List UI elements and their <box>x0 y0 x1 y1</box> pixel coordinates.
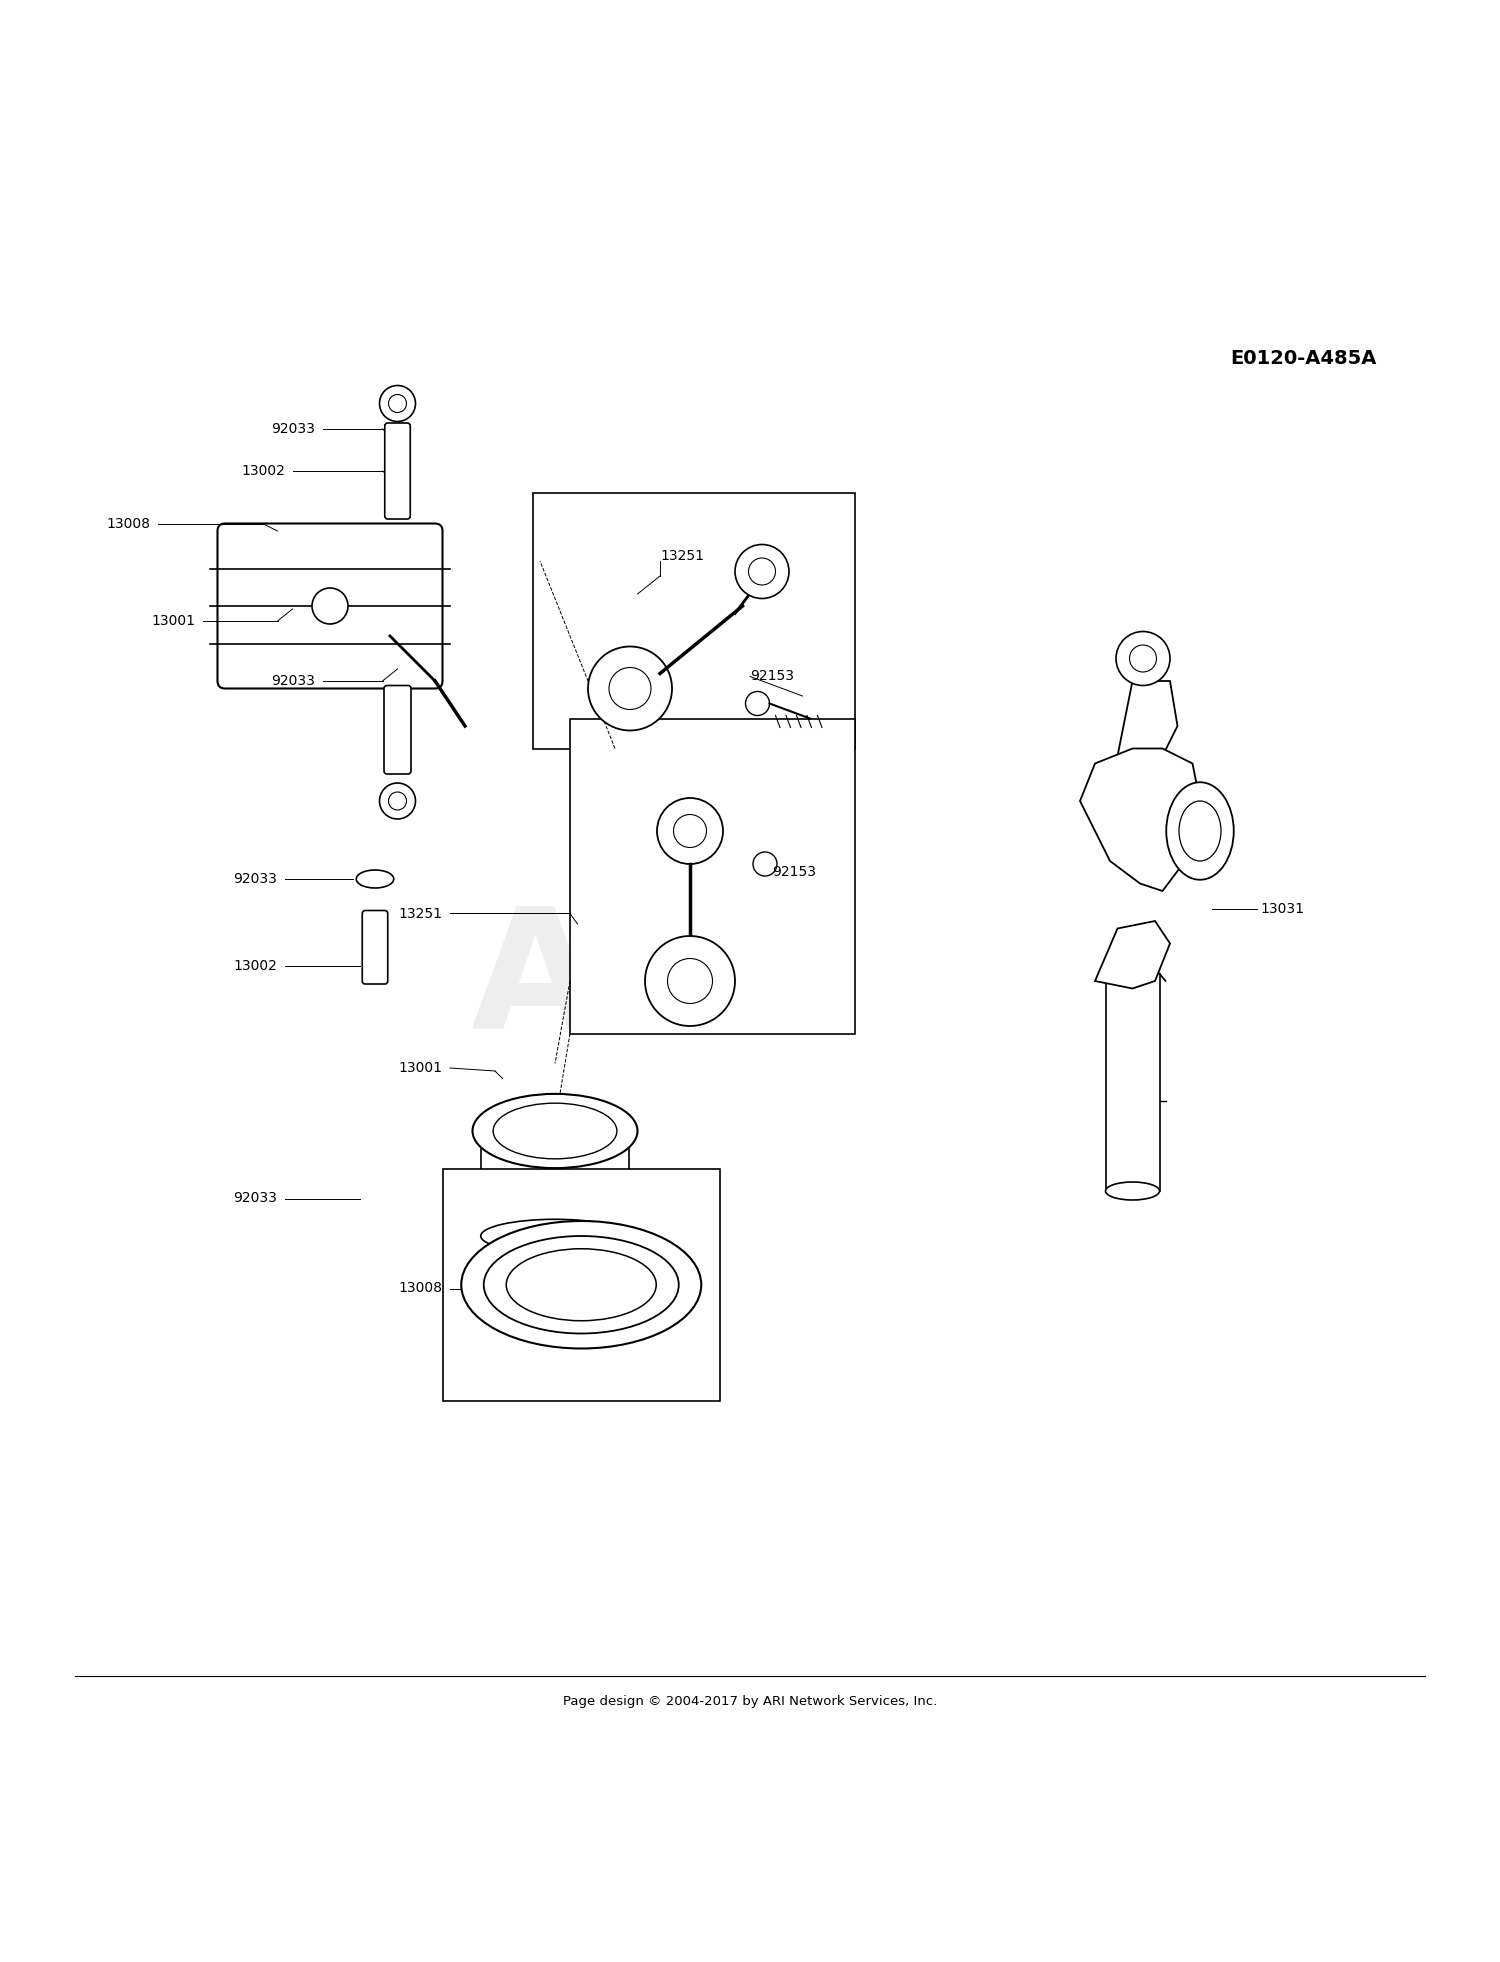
Text: 92033: 92033 <box>234 1191 278 1205</box>
Ellipse shape <box>357 869 393 889</box>
Circle shape <box>674 814 706 848</box>
Text: 13008: 13008 <box>106 516 150 530</box>
FancyBboxPatch shape <box>363 910 387 985</box>
Circle shape <box>668 959 712 1003</box>
Text: 13001: 13001 <box>152 614 195 628</box>
Text: 13031: 13031 <box>1260 903 1304 916</box>
Ellipse shape <box>472 1095 638 1167</box>
Text: 13002: 13002 <box>242 463 285 479</box>
Bar <box>442 1169 720 1401</box>
Circle shape <box>1116 632 1170 685</box>
Ellipse shape <box>1179 800 1221 861</box>
Ellipse shape <box>1106 1181 1160 1201</box>
Text: 13002: 13002 <box>234 959 278 973</box>
Polygon shape <box>1095 920 1170 989</box>
Circle shape <box>588 647 672 730</box>
Text: E0120-A485A: E0120-A485A <box>1230 349 1377 369</box>
Circle shape <box>748 557 776 585</box>
Circle shape <box>657 799 723 863</box>
Bar <box>570 718 855 1034</box>
Text: 92033: 92033 <box>234 871 278 887</box>
Ellipse shape <box>1167 783 1233 879</box>
Text: 13001: 13001 <box>399 1061 442 1075</box>
Text: 92153: 92153 <box>750 669 794 683</box>
FancyBboxPatch shape <box>384 685 411 773</box>
Circle shape <box>388 394 406 412</box>
Circle shape <box>380 783 416 818</box>
Text: ARI: ARI <box>471 899 789 1063</box>
Text: 13251: 13251 <box>660 549 704 563</box>
Circle shape <box>609 667 651 710</box>
Text: 92033: 92033 <box>272 422 315 436</box>
Circle shape <box>388 793 406 810</box>
Text: 13251: 13251 <box>399 906 442 920</box>
Polygon shape <box>1118 681 1178 755</box>
Circle shape <box>735 545 789 598</box>
Circle shape <box>746 691 770 716</box>
Bar <box>480 1130 630 1236</box>
Ellipse shape <box>506 1248 656 1320</box>
Circle shape <box>753 852 777 875</box>
Bar <box>532 494 855 748</box>
Ellipse shape <box>494 1103 616 1160</box>
FancyBboxPatch shape <box>217 524 442 689</box>
Ellipse shape <box>480 1218 630 1252</box>
Text: 13008: 13008 <box>399 1281 442 1295</box>
FancyBboxPatch shape <box>384 424 411 520</box>
Ellipse shape <box>483 1236 678 1334</box>
Text: 92153: 92153 <box>772 865 816 879</box>
Text: Page design © 2004-2017 by ARI Network Services, Inc.: Page design © 2004-2017 by ARI Network S… <box>562 1695 938 1707</box>
Text: 92033: 92033 <box>272 675 315 689</box>
Circle shape <box>312 589 348 624</box>
Circle shape <box>380 385 416 422</box>
Ellipse shape <box>460 1220 700 1348</box>
Polygon shape <box>1080 748 1200 891</box>
Circle shape <box>645 936 735 1026</box>
Circle shape <box>1130 645 1156 673</box>
Bar <box>1106 973 1160 1191</box>
